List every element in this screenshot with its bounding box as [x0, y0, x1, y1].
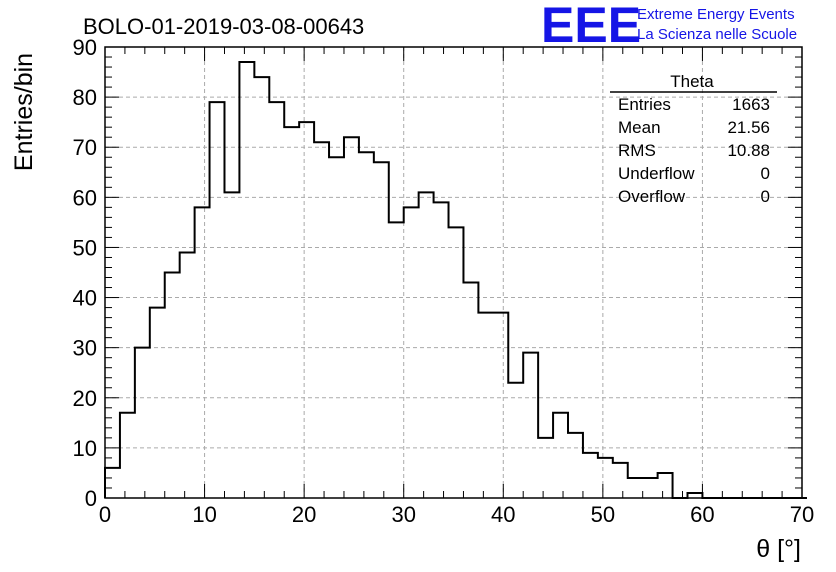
histogram-bin — [478, 313, 493, 498]
histogram-bin — [254, 77, 269, 498]
histogram-bin — [284, 127, 299, 498]
histogram-bin — [463, 283, 478, 498]
chart-title: BOLO-01-2019-03-08-00643 — [83, 14, 364, 39]
histogram-bin — [568, 433, 583, 498]
x-tick-label: 40 — [491, 502, 515, 527]
histogram-bin — [329, 157, 344, 498]
y-tick-label: 90 — [73, 35, 97, 60]
stats-title: Theta — [670, 72, 714, 91]
stats-row-label: RMS — [618, 141, 656, 160]
stats-row-label: Mean — [618, 118, 661, 137]
histogram-bin — [374, 162, 389, 498]
histogram-bin — [419, 192, 434, 498]
histogram-bin — [224, 192, 239, 498]
eee-logo-text: EEE — [541, 0, 641, 53]
tick-labels: 0 10 20 30 40 50 60 70 0 10 20 30 40 50 60 70 80 90 — [73, 35, 815, 527]
histogram-bin — [120, 413, 135, 498]
stats-row-label: Overflow — [618, 187, 686, 206]
histogram-bin — [269, 102, 284, 498]
x-tick-label: 50 — [591, 502, 615, 527]
stats-row-value: 0 — [761, 187, 770, 206]
y-tick-label: 40 — [73, 286, 97, 311]
histogram-bin — [538, 438, 553, 498]
histogram-bin — [643, 478, 658, 498]
histogram-bin — [239, 62, 254, 498]
x-tick-label: 30 — [391, 502, 415, 527]
histogram-bin — [314, 142, 329, 498]
stats-box: Theta Entries 1663 Mean 21.56 RMS 10.88 Underf… — [610, 72, 777, 206]
y-tick-label: 70 — [73, 135, 97, 160]
plot-frame — [104, 46, 803, 499]
histogram-bin — [553, 413, 568, 498]
x-axis-label: θ [°] — [756, 535, 801, 563]
histogram-bin — [389, 222, 404, 498]
histogram-bin — [344, 137, 359, 498]
stats-row-value: 10.88 — [727, 141, 770, 160]
histogram-outline — [104, 61, 807, 499]
y-tick-label: 20 — [73, 386, 97, 411]
stats-row-value: 1663 — [732, 95, 770, 114]
histogram-bin — [165, 273, 180, 499]
histogram-bin — [195, 207, 210, 498]
y-tick-label: 30 — [73, 336, 97, 361]
histogram-bin — [523, 353, 538, 498]
histogram-bin — [434, 202, 449, 498]
x-tick-label: 0 — [99, 502, 111, 527]
histogram-bin — [493, 313, 508, 498]
x-tick-label: 20 — [292, 502, 316, 527]
histogram-bin — [105, 468, 120, 498]
y-tick-label: 80 — [73, 85, 97, 110]
x-tick-label: 10 — [192, 502, 216, 527]
histogram-bin — [508, 383, 523, 498]
y-tick-label: 50 — [73, 235, 97, 260]
histogram-bin — [449, 227, 464, 498]
grid-lines — [105, 47, 802, 498]
x-tick-label: 70 — [790, 502, 814, 527]
stats-row-value: 0 — [761, 164, 770, 183]
histogram-bin — [658, 473, 673, 498]
histogram-bin — [299, 122, 314, 498]
histogram-bin — [628, 478, 643, 498]
histogram-bin — [404, 207, 419, 498]
histogram-bin — [135, 348, 150, 498]
eee-logo: EEE Extreme Energy Events La Scienza nel… — [541, 0, 797, 53]
histogram-bin — [210, 102, 225, 498]
histogram-bin — [150, 308, 165, 498]
stats-row-label: Underflow — [618, 164, 695, 183]
eee-subtitle-line1: Extreme Energy Events — [637, 6, 795, 23]
y-tick-label: 60 — [73, 185, 97, 210]
histogram-bin — [359, 152, 374, 498]
histogram-bin — [687, 493, 702, 498]
x-tick-label: 60 — [690, 502, 714, 527]
eee-subtitle-line2: La Scienza nelle Scuole — [637, 26, 797, 43]
y-axis-label: Entries/bin — [10, 53, 38, 171]
histogram-bin — [598, 458, 613, 498]
histogram-bin — [180, 252, 195, 498]
stats-row-label: Entries — [618, 95, 671, 114]
y-tick-label: 0 — [85, 486, 97, 511]
histogram-bin — [613, 463, 628, 498]
stats-row-value: 21.56 — [727, 118, 770, 137]
y-tick-label: 10 — [73, 436, 97, 461]
histogram-bin — [583, 453, 598, 498]
